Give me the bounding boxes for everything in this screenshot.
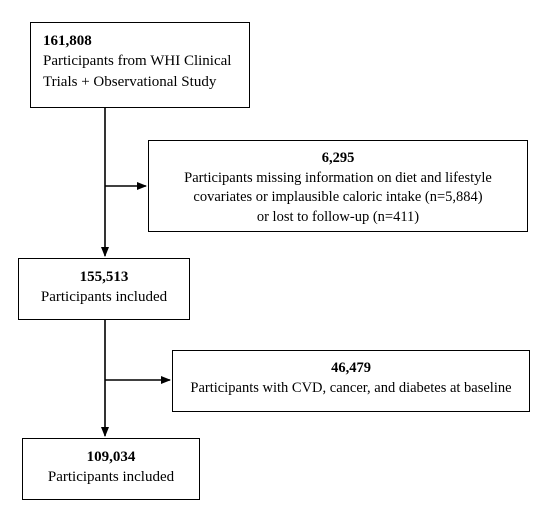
node-final-count: 109,034 [87, 449, 136, 465]
node-excl1-line3: or lost to follow-up (n=411) [257, 209, 419, 225]
node-mid: 155,513 Participants included [18, 258, 190, 320]
node-excl2-count: 46,479 [331, 360, 371, 376]
node-start: 161,808 Participants from WHI Clinical T… [30, 22, 250, 108]
node-mid-text: Participants included [41, 289, 167, 305]
node-exclusion-1: 6,295 Participants missing information o… [148, 140, 528, 232]
node-mid-count: 155,513 [80, 269, 129, 285]
node-start-text: Participants from WHI Clinical Trials + … [43, 53, 231, 89]
node-start-count: 161,808 [43, 33, 92, 49]
node-excl2-text: Participants with CVD, cancer, and diabe… [190, 380, 511, 396]
node-excl1-count: 6,295 [322, 150, 355, 166]
node-excl1-line1: Participants missing information on diet… [184, 170, 492, 186]
node-exclusion-2: 46,479 Participants with CVD, cancer, an… [172, 350, 530, 412]
flowchart-canvas: 161,808 Participants from WHI Clinical T… [0, 0, 550, 520]
node-excl1-line2: covariates or implausible caloric intake… [193, 189, 482, 205]
node-final-text: Participants included [48, 469, 174, 485]
node-final: 109,034 Participants included [22, 438, 200, 500]
